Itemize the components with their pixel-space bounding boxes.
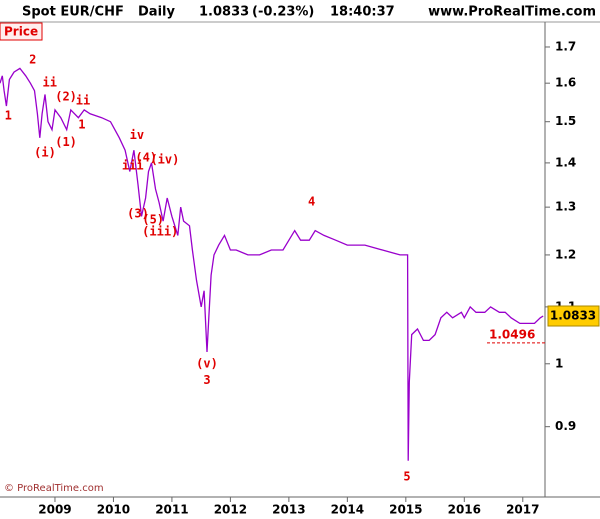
wave-label: iii (122, 158, 144, 172)
price-line (0, 67, 544, 461)
reference-label: 1.0496 (489, 327, 535, 341)
y-tick-label: 1.3 (555, 200, 576, 214)
x-tick-label: 2010 (97, 503, 130, 517)
y-tick-label: 1.7 (555, 39, 576, 53)
change: (-0.23%) (252, 5, 314, 20)
wave-label: ii (42, 76, 56, 90)
x-tick-label: 2012 (214, 503, 247, 517)
wave-label: 1 (78, 117, 85, 131)
wave-label: 3 (203, 373, 210, 387)
y-tick-label: 0.9 (555, 419, 576, 433)
y-label: Price (4, 25, 38, 39)
wave-label: (iv) (150, 152, 179, 166)
wave-label: (2) (55, 90, 77, 104)
last-price-label: 1.0833 (550, 309, 596, 323)
price-label-box (0, 22, 43, 41)
wave-label: 2 (29, 53, 36, 67)
x-tick-label: 2017 (506, 503, 539, 517)
wave-label: 1 (5, 109, 12, 123)
wave-label: (i) (34, 146, 56, 160)
chart-title: Spot EUR/CHF (22, 5, 124, 20)
last-price-box (547, 305, 600, 327)
time: 18:40:37 (330, 5, 395, 20)
last-price-header: 1.0833 (199, 5, 249, 20)
y-tick-label: 1.5 (555, 114, 576, 128)
y-tick-label: 1.4 (555, 155, 576, 169)
wave-label: (3) (127, 207, 149, 221)
wave-label: 4 (308, 195, 315, 209)
source: www.ProRealTime.com (428, 5, 596, 20)
x-tick-label: 2015 (389, 503, 422, 517)
wave-label: (1) (55, 135, 77, 149)
y-tick-label: 1 (555, 356, 563, 370)
y-tick-label: 1.2 (555, 247, 576, 261)
wave-label: 5 (403, 470, 410, 484)
wave-label: iv (130, 128, 144, 142)
wave-label: (iii) (142, 224, 178, 238)
x-tick-label: 2013 (272, 503, 305, 517)
wave-label: ii (76, 93, 90, 107)
period: Daily (138, 5, 175, 20)
wave-label: (5) (142, 213, 164, 227)
x-tick-label: 2014 (331, 503, 364, 517)
x-tick-label: 2011 (155, 503, 188, 517)
wave-label: (v) (196, 356, 218, 370)
x-tick-label: 2009 (38, 503, 71, 517)
x-tick-label: 2016 (448, 503, 481, 517)
copyright: © ProRealTime.com (4, 483, 104, 494)
y-tick-label: 1.6 (555, 76, 576, 90)
wave-label: (4) (135, 151, 157, 165)
